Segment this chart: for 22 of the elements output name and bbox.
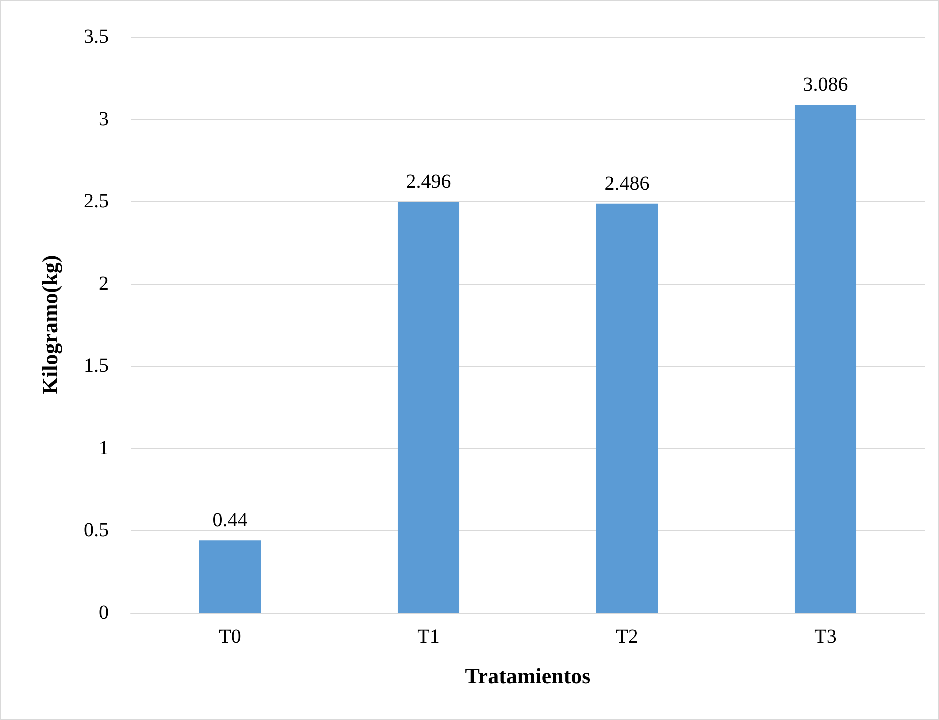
- bar: [596, 204, 658, 613]
- y-axis-title: Kilogramo(kg): [38, 255, 62, 395]
- y-tick-label: 2.5: [84, 190, 109, 213]
- bar: [794, 105, 857, 613]
- x-tick-label: T0: [219, 626, 242, 648]
- y-tick-label: 0: [99, 602, 109, 624]
- data-label: 3.086: [803, 74, 848, 96]
- data-label: 2.496: [406, 171, 452, 194]
- y-tick-label: 3: [99, 108, 109, 130]
- bar: [199, 540, 262, 613]
- y-tick-label: 1: [99, 437, 109, 460]
- y-tick-label: 0.5: [84, 520, 109, 542]
- x-tick-label: T2: [616, 626, 638, 648]
- x-tick-label: T1: [418, 626, 440, 648]
- y-tick-label: 2: [99, 272, 109, 295]
- bar: [398, 202, 460, 613]
- data-label: 2.486: [604, 172, 650, 195]
- y-tick-label: 1.5: [84, 355, 109, 378]
- x-tick-label: T3: [814, 626, 837, 648]
- y-tick-label: 3.5: [84, 26, 109, 48]
- data-label: 0.44: [212, 510, 248, 532]
- x-axis-title: Tratamientos: [465, 664, 592, 688]
